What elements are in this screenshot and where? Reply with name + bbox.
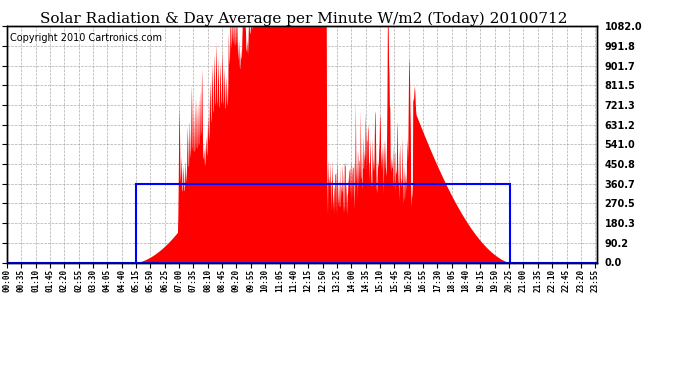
Text: Solar Radiation & Day Average per Minute W/m2 (Today) 20100712: Solar Radiation & Day Average per Minute… xyxy=(40,11,567,26)
Text: Copyright 2010 Cartronics.com: Copyright 2010 Cartronics.com xyxy=(10,33,162,44)
Bar xyxy=(137,184,509,262)
